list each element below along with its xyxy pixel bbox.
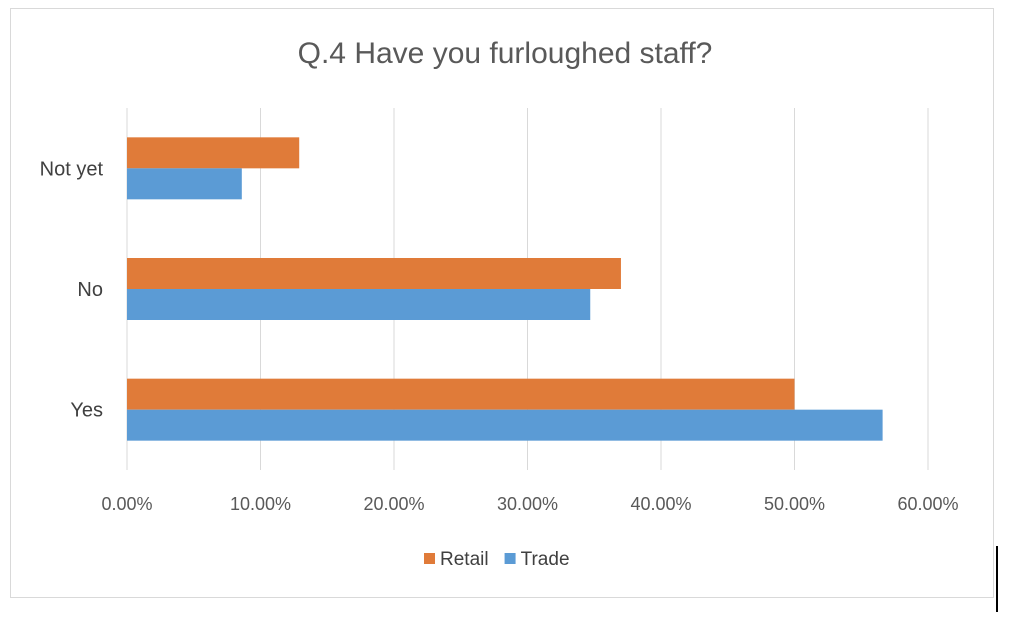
bar-retail-yes [127, 378, 795, 410]
x-tick-label: 0.00% [101, 494, 152, 514]
category-labels: Yes No Not yet [40, 158, 104, 421]
category-label: No [77, 279, 103, 301]
x-tick-label: 60.00% [897, 494, 958, 514]
x-tick-labels: 0.00% 10.00% 20.00% 30.00% 40.00% 50.00% 60.00… [101, 494, 958, 514]
x-tick-label: 40.00% [630, 494, 691, 514]
legend-label: Retail [440, 549, 489, 570]
legend-swatch [504, 553, 516, 564]
category-label: Not yet [40, 158, 104, 180]
bar-trade-not-yet [127, 168, 242, 200]
x-tick-label: 30.00% [497, 494, 558, 514]
edge-line [996, 546, 998, 612]
legend: Retail Trade [424, 549, 570, 570]
legend-swatch [424, 553, 435, 564]
chart-title: Q.4 Have you furloughed staff? [298, 37, 713, 70]
category-label: Yes [70, 400, 103, 422]
x-tick-label: 50.00% [764, 494, 825, 514]
bar-trade-yes [127, 409, 883, 441]
bar-retail-not-yet [127, 137, 300, 169]
legend-label: Trade [521, 549, 570, 570]
bars [127, 137, 883, 441]
x-tick-label: 10.00% [230, 494, 291, 514]
bar-trade-no [127, 289, 591, 320]
x-tick-label: 20.00% [363, 494, 424, 514]
bar-retail-no [127, 258, 621, 289]
